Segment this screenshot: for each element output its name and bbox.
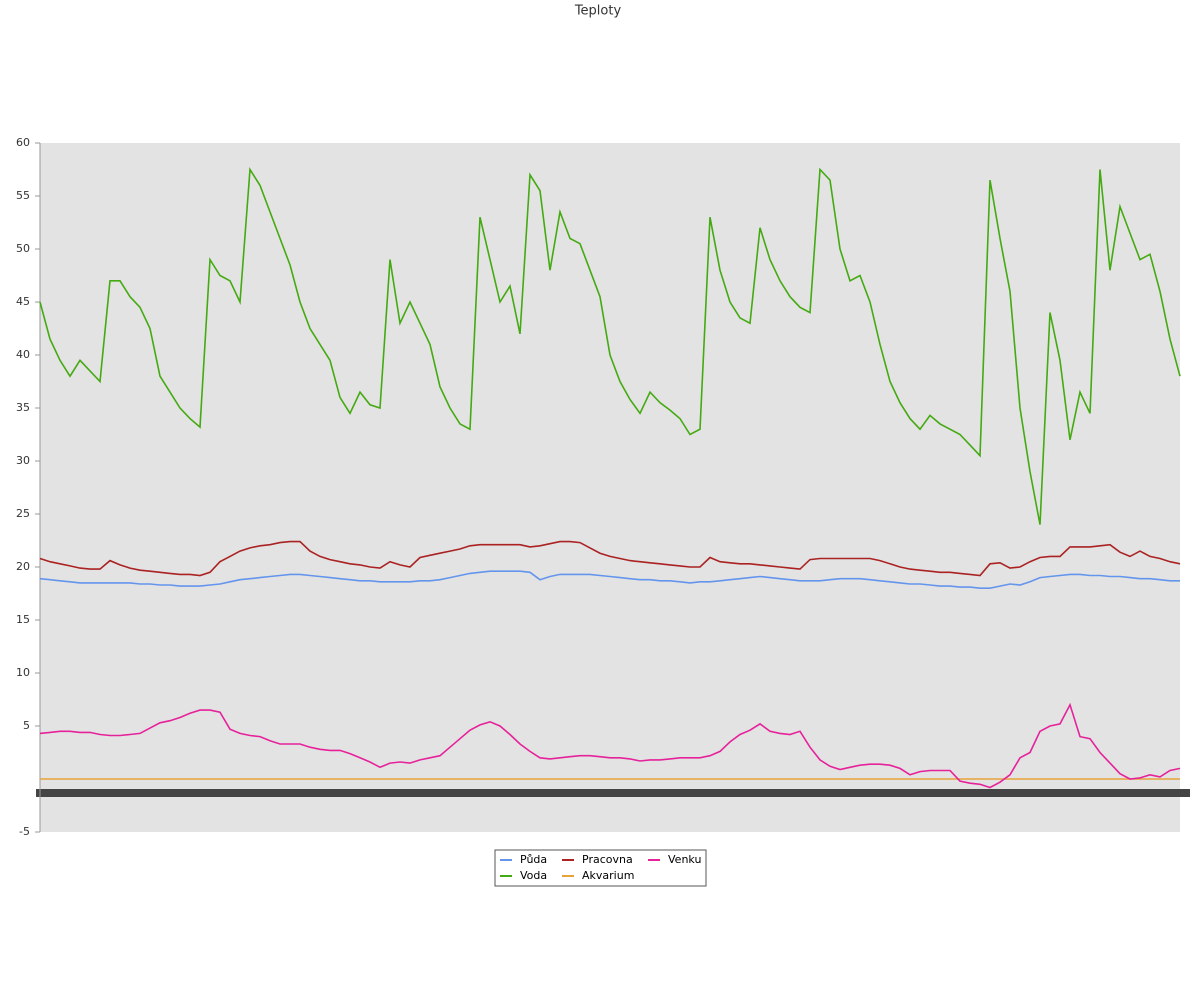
legend-label: Půda: [520, 853, 547, 866]
y-tick-label: 5: [23, 719, 30, 732]
y-tick-label: 45: [16, 295, 30, 308]
legend-label: Voda: [520, 869, 547, 882]
y-tick-label: 25: [16, 507, 30, 520]
plot-area: [40, 143, 1180, 832]
legend: [494, 849, 707, 887]
y-tick-label: -5: [19, 825, 30, 838]
y-tick-label: 10: [16, 666, 30, 679]
series-line: [39, 167, 1181, 525]
y-tick-label: 20: [16, 560, 30, 573]
legend-label: Akvarium: [582, 869, 634, 882]
chart-title: Teploty: [574, 4, 622, 19]
y-tick-label: 55: [16, 189, 30, 202]
series-line: [39, 570, 1180, 590]
y-tick-label: 50: [16, 242, 30, 255]
legend-label: Venku: [668, 853, 701, 866]
legend-label: Pracovna: [582, 853, 633, 866]
y-tick-label: 60: [16, 136, 30, 149]
x-axis-labels-band: [36, 789, 1190, 797]
series-line: [39, 540, 1181, 577]
y-tick-label: 35: [16, 401, 30, 414]
y-tick-label: 40: [16, 348, 30, 361]
y-tick-label: 15: [16, 613, 30, 626]
y-tick-label: 30: [16, 454, 30, 467]
series-line: [39, 702, 1181, 789]
